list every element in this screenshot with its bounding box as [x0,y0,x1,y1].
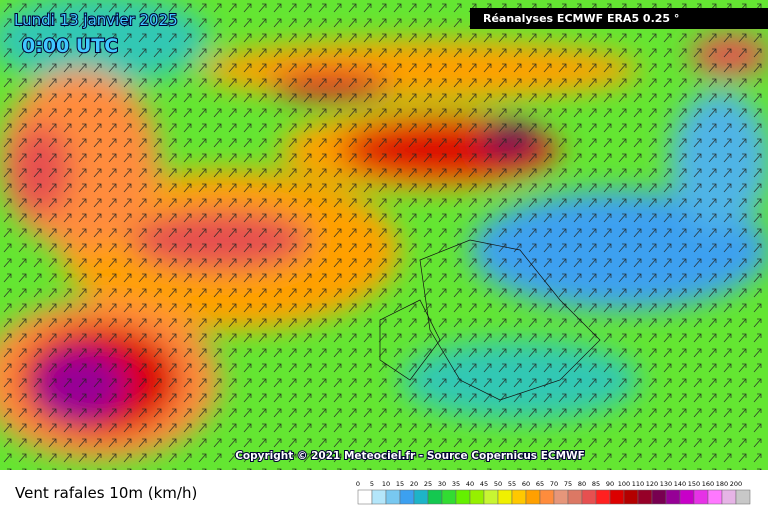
legend-swatch [413,489,429,505]
legend-swatch [357,489,373,505]
legend-swatch [665,489,681,505]
legend: 0 5 10 15 20 25 30 35 40 45 50 55 60 65 70 75 80 85 90 100 1… [356,480,751,505]
legend-swatch [553,489,569,505]
legend-label: 120 [646,480,658,488]
legend-swatch [735,489,751,505]
legend-label: 130 [660,480,672,488]
legend-label: 60 [522,480,530,488]
legend-swatch [455,489,471,505]
legend-swatch [581,489,597,505]
legend-label: 80 [578,480,586,488]
legend-label: 50 [494,480,502,488]
legend-label: 5 [370,480,374,488]
legend-swatch [385,489,401,505]
legend-label: 65 [536,480,544,488]
legend-label: 100 [618,480,630,488]
legend-swatch [707,489,723,505]
legend-label: 15 [396,480,404,488]
legend-label: 0 [356,480,360,488]
legend-label: 85 [592,480,600,488]
legend-label: 140 [674,480,686,488]
map [0,0,768,470]
legend-label: 160 [702,480,714,488]
legend-swatch [623,489,639,505]
legend-label: 45 [480,480,488,488]
date-label: Lundi 13 janvier 2025 [14,11,178,29]
legend-swatch [469,489,485,505]
legend-swatch [567,489,583,505]
legend-label: 10 [382,480,390,488]
source-label: Réanalyses ECMWF ERA5 0.25 ° [483,12,679,25]
legend-label: 150 [688,480,700,488]
legend-label: 55 [508,480,516,488]
legend-swatch [609,489,625,505]
legend-swatch [441,489,457,505]
legend-label: 90 [606,480,614,488]
legend-swatch [399,489,415,505]
legend-label: 40 [466,480,474,488]
legend-swatch [595,489,611,505]
legend-label: 20 [410,480,418,488]
legend-title: Vent rafales 10m (km/h) [15,484,197,502]
legend-swatch [651,489,667,505]
legend-label: 180 [716,480,728,488]
legend-label: 30 [438,480,446,488]
source-box [470,8,768,29]
legend-label: 70 [550,480,558,488]
legend-label: 35 [452,480,460,488]
legend-swatch [511,489,527,505]
legend-swatch [525,489,541,505]
legend-swatch [497,489,513,505]
time-label: 0:00 UTC [22,35,118,57]
legend-swatch [483,489,499,505]
legend-label: 200 [730,480,742,488]
copyright: Copyright © 2021 Meteociel.fr - Source C… [235,450,585,462]
legend-label: 110 [632,480,644,488]
legend-swatch [637,489,653,505]
legend-swatch [371,489,387,505]
legend-swatch [539,489,555,505]
legend-swatch [693,489,709,505]
legend-swatch [721,489,737,505]
legend-label: 75 [564,480,572,488]
legend-swatch [679,489,695,505]
legend-label: 25 [424,480,432,488]
legend-swatch [427,489,443,505]
